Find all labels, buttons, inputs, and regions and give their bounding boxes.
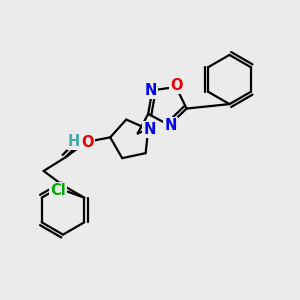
Text: Cl: Cl bbox=[50, 183, 66, 198]
Text: HN: HN bbox=[68, 134, 92, 149]
Text: N: N bbox=[145, 83, 157, 98]
Text: N: N bbox=[165, 118, 177, 133]
Text: O: O bbox=[170, 78, 182, 93]
Text: O: O bbox=[81, 135, 93, 150]
Text: N: N bbox=[143, 122, 156, 137]
